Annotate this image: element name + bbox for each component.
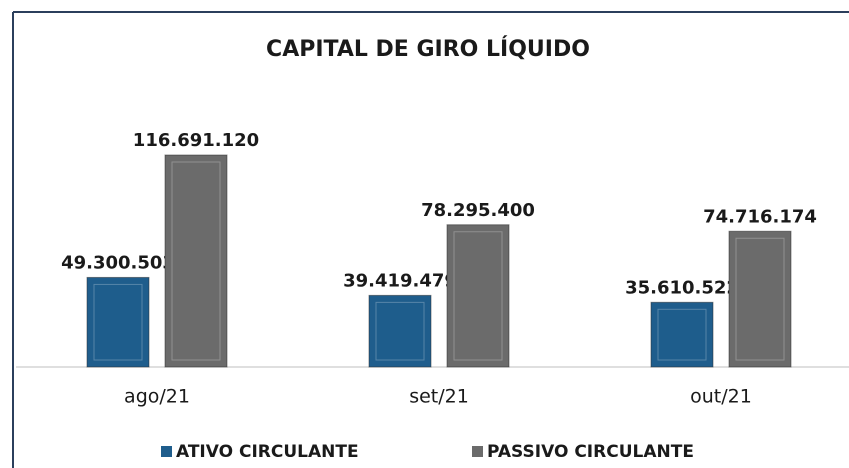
bar-bevel bbox=[375, 301, 425, 361]
legend-swatch bbox=[161, 446, 172, 457]
chart-title: CAPITAL DE GIRO LÍQUIDO bbox=[266, 36, 590, 62]
data-label: 39.419.479 bbox=[343, 270, 457, 291]
data-label: 116.691.120 bbox=[133, 130, 259, 151]
legend-label: PASSIVO CIRCULANTE bbox=[487, 442, 694, 462]
data-label: 35.610.522 bbox=[625, 277, 739, 298]
bar-bevel bbox=[453, 231, 503, 361]
bar-bevel bbox=[735, 237, 785, 361]
bar-bevel bbox=[657, 308, 707, 361]
data-label: 74.716.174 bbox=[703, 206, 817, 227]
x-tick-label: out/21 bbox=[690, 386, 752, 408]
data-label: 49.300.503 bbox=[61, 252, 175, 273]
x-tick-label: ago/21 bbox=[124, 386, 190, 408]
legend-swatch bbox=[472, 446, 483, 457]
data-label: 78.295.400 bbox=[421, 200, 535, 221]
legend-label: ATIVO CIRCULANTE bbox=[176, 442, 359, 462]
bar-bevel bbox=[93, 283, 143, 361]
bar-bevel bbox=[171, 161, 221, 361]
x-tick-label: set/21 bbox=[409, 386, 469, 408]
